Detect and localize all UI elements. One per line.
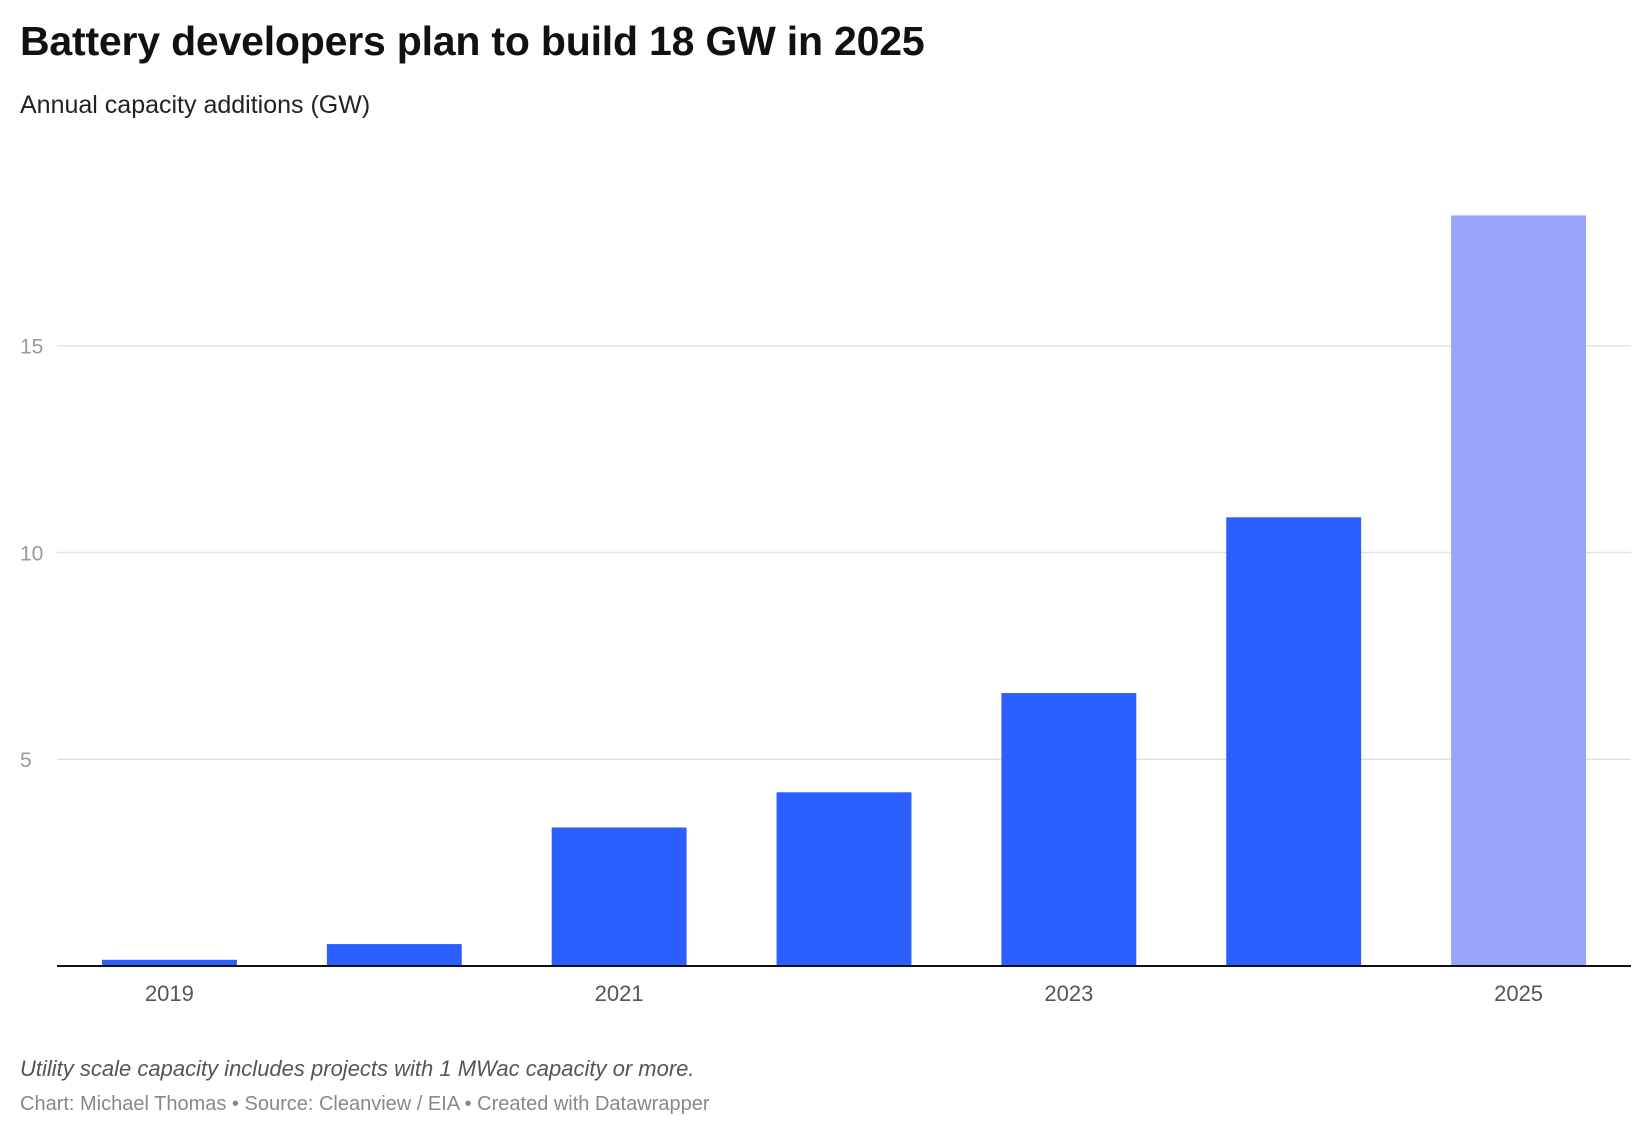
bars — [101, 215, 1587, 966]
y-tick-label: 15 — [20, 336, 43, 359]
bar-chart: 5 10 15 2019 2021 2023 2025 — [20, 215, 1631, 1006]
bar-2022 — [776, 792, 912, 966]
bar-2021 — [551, 827, 687, 966]
y-tick-label: 5 — [20, 749, 32, 772]
gridlines — [57, 344, 1631, 760]
bar-2023 — [1001, 693, 1137, 966]
y-tick-label: 10 — [20, 542, 43, 565]
chart-title: Battery developers plan to build 18 GW i… — [20, 18, 925, 64]
chart-note: Utility scale capacity includes projects… — [20, 1056, 695, 1081]
x-tick-label: 2023 — [1044, 981, 1093, 1006]
x-tick-label: 2019 — [145, 981, 194, 1006]
chart-credits: Chart: Michael Thomas • Source: Cleanvie… — [20, 1093, 710, 1115]
bar-2019 — [101, 959, 237, 966]
tick-labels: 5 10 15 2019 2021 2023 2025 — [20, 336, 1543, 1006]
chart-subtitle: Annual capacity additions (GW) — [20, 91, 371, 119]
x-tick-label: 2021 — [595, 981, 644, 1006]
x-tick-label: 2025 — [1494, 981, 1543, 1006]
bar-2025 — [1451, 215, 1587, 966]
bar-2024 — [1226, 517, 1362, 966]
bar-2020 — [326, 944, 462, 966]
